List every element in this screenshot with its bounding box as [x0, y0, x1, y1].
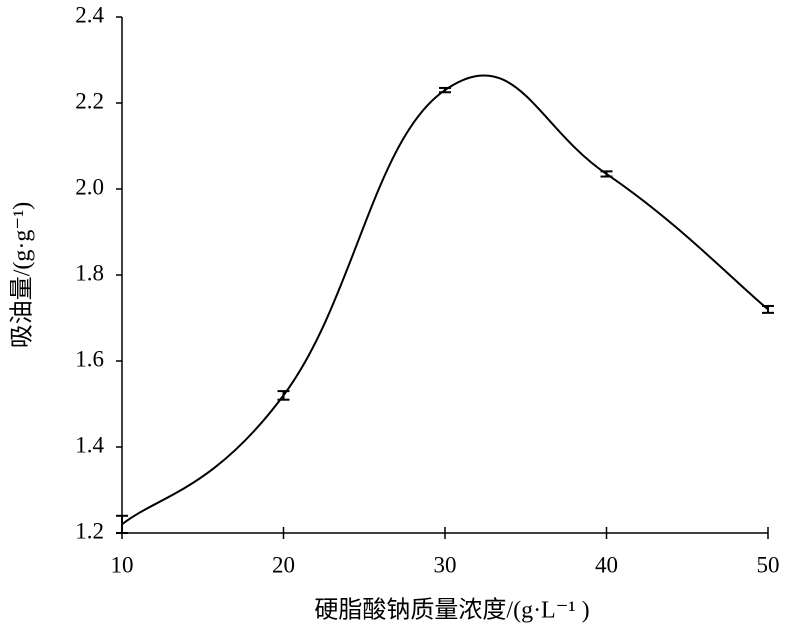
error-bar	[277, 390, 290, 401]
line	[121, 74, 769, 526]
y-tick-label: 2.0	[75, 174, 104, 199]
y-tick-label: 1.6	[75, 346, 104, 371]
x-tick-label: 10	[111, 552, 134, 577]
y-axis-label: 吸油量/(g·g⁻¹)	[9, 202, 36, 349]
y-tick-label: 1.4	[75, 432, 104, 457]
x-tick-label: 50	[757, 552, 780, 577]
x-tick-label: 20	[272, 552, 295, 577]
error-bar	[600, 170, 613, 178]
error-bar	[762, 304, 774, 314]
x-tick-label: 30	[434, 552, 457, 577]
error-bar	[116, 514, 128, 534]
y-tick-label: 1.8	[75, 260, 104, 285]
y-tick-label: 2.4	[75, 2, 104, 27]
x-tick-label: 40	[595, 552, 618, 577]
y-tick-label: 2.2	[75, 88, 104, 113]
x-axis-label: 硬脂酸钠质量浓度/(g·L⁻¹ )	[314, 597, 589, 624]
y-tick-label: 1.2	[75, 518, 104, 543]
error-bar	[439, 86, 451, 94]
